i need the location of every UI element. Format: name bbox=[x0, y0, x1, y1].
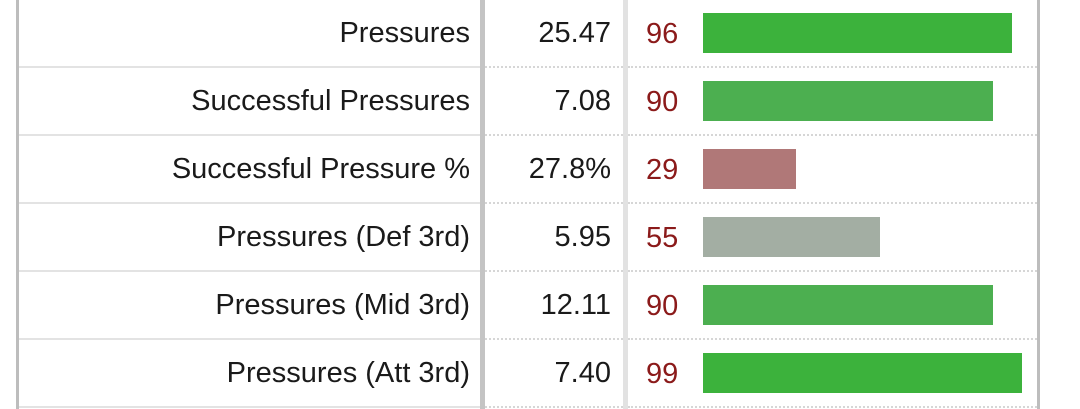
percentile-number: 96 bbox=[646, 17, 679, 50]
stat-label: Successful Pressures bbox=[19, 68, 480, 136]
column-divider bbox=[623, 0, 628, 409]
percentile-cell: 90 bbox=[628, 68, 1037, 136]
percentile-bar bbox=[703, 353, 1022, 393]
percentile-number: 90 bbox=[646, 85, 679, 118]
stat-label: Pressures bbox=[19, 0, 480, 68]
stat-value: 25.47 bbox=[485, 0, 623, 68]
percentile-bar bbox=[703, 13, 1012, 53]
percentile-number: 55 bbox=[646, 221, 679, 254]
stat-label: Pressures (Att 3rd) bbox=[19, 340, 480, 408]
percentile-number: 29 bbox=[646, 153, 679, 186]
table-row: Pressures (Mid 3rd) 12.11 90 bbox=[19, 272, 1037, 340]
percentile-number: 99 bbox=[646, 357, 679, 390]
percentile-cell: 90 bbox=[628, 272, 1037, 340]
percentile-cell: 96 bbox=[628, 0, 1037, 68]
table-row: Pressures 25.47 96 bbox=[19, 0, 1037, 68]
stat-value: 5.95 bbox=[485, 204, 623, 272]
stat-label: Pressures (Def 3rd) bbox=[19, 204, 480, 272]
percentile-bar bbox=[703, 149, 796, 189]
column-divider bbox=[480, 0, 485, 409]
stat-value: 27.8% bbox=[485, 136, 623, 204]
stat-value: 12.11 bbox=[485, 272, 623, 340]
stat-label: Successful Pressure % bbox=[19, 136, 480, 204]
percentile-bar bbox=[703, 217, 880, 257]
percentile-bar bbox=[703, 285, 993, 325]
stat-value: 7.40 bbox=[485, 340, 623, 408]
percentile-cell: 99 bbox=[628, 340, 1037, 408]
table-row: Pressures (Def 3rd) 5.95 55 bbox=[19, 204, 1037, 272]
percentile-bar bbox=[703, 81, 993, 121]
percentile-cell: 29 bbox=[628, 136, 1037, 204]
percentile-number: 90 bbox=[646, 289, 679, 322]
percentile-cell: 55 bbox=[628, 204, 1037, 272]
stat-value: 7.08 bbox=[485, 68, 623, 136]
table-row: Successful Pressures 7.08 90 bbox=[19, 68, 1037, 136]
table-row: Successful Pressure % 27.8% 29 bbox=[19, 136, 1037, 204]
stat-label: Pressures (Mid 3rd) bbox=[19, 272, 480, 340]
stats-table: Pressures 25.47 96 Successful Pressures … bbox=[16, 0, 1040, 409]
table-row: Pressures (Att 3rd) 7.40 99 bbox=[19, 340, 1037, 408]
